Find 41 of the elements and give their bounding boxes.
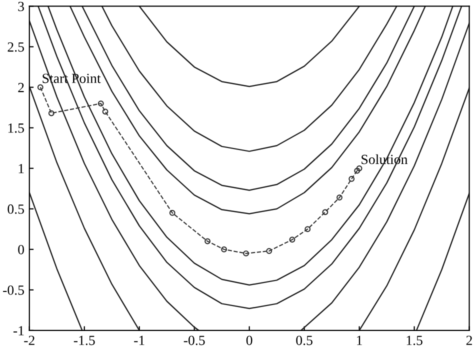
- line-series: [29, 86, 140, 330]
- point: [243, 250, 250, 256]
- point: [102, 108, 108, 115]
- point: [356, 165, 362, 172]
- x-tick-label: -1: [134, 336, 144, 345]
- y-tick-label: 2.5: [8, 42, 24, 52]
- point: [336, 194, 342, 200]
- point: [221, 246, 228, 252]
- y-tick-label: -0.5: [3, 285, 24, 295]
- x-tick-label: -0.5: [184, 336, 205, 346]
- y-tick-label: 3: [18, 2, 24, 12]
- x-tick-label: -1.5: [74, 336, 95, 346]
- point: [169, 210, 176, 216]
- x-tick-label: -2: [24, 336, 34, 345]
- y-tick-label: 1.5: [8, 123, 24, 133]
- point: [98, 100, 104, 106]
- y-tick-label: 0.5: [8, 204, 24, 214]
- point: [266, 248, 272, 254]
- line-series: [300, 22, 470, 330]
- point: [204, 238, 211, 244]
- y-tick-label: 0: [18, 244, 24, 254]
- point: [348, 176, 355, 182]
- line-series: [101, 6, 398, 152]
- point: [37, 84, 44, 90]
- y-tick-label: -1: [13, 326, 24, 336]
- x-tick-label: 1.5: [406, 336, 422, 346]
- point: [289, 236, 296, 243]
- line-series: [138, 6, 360, 88]
- x-tick-label: 1: [357, 336, 362, 345]
- x-tick-label: 2: [466, 336, 472, 345]
- point: [304, 226, 311, 232]
- y-tick-label: 1: [18, 164, 24, 174]
- line-series: [69, 6, 426, 214]
- point: [354, 168, 360, 174]
- point: [322, 209, 328, 216]
- y-tick-label: 2: [18, 82, 24, 92]
- x-tick-label: 0: [246, 336, 252, 346]
- line-series: [358, 87, 470, 330]
- point: [48, 110, 54, 116]
- line-series: [29, 20, 200, 330]
- x-tick-label: 0.5: [296, 336, 312, 346]
